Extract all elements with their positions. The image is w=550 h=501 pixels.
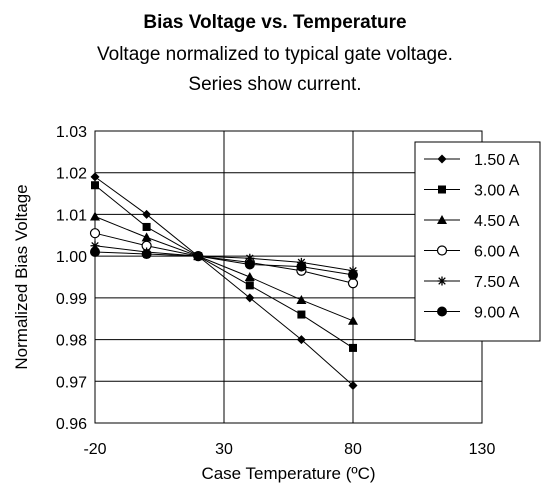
data-point-s1-0 xyxy=(90,172,100,182)
series-line-1 xyxy=(94,176,354,386)
series-line-3 xyxy=(94,216,354,322)
y-tick-label: 1.03 xyxy=(56,124,87,141)
data-point-s4-5 xyxy=(347,278,359,289)
y-tick-label: 0.98 xyxy=(56,333,87,350)
legend: 1.50 A 3.00 A 4.50 A 6.00 A 7.50 A 9.00 A xyxy=(414,141,541,342)
data-point-s3-5 xyxy=(348,315,358,325)
data-point-s3-3 xyxy=(244,272,255,281)
y-tick-label: 0.97 xyxy=(56,374,87,391)
data-point-s2-1 xyxy=(142,222,151,231)
data-point-s6-3 xyxy=(244,259,255,270)
data-point-s2-5 xyxy=(349,343,357,352)
x-axis-label: Case Temperature (ºC) xyxy=(201,464,375,483)
data-point-s6-1 xyxy=(141,249,152,260)
legend-box xyxy=(414,141,541,342)
y-axis-ticks: 0.96 0.97 0.98 0.99 1.00 1.01 1.02 1.03 xyxy=(56,124,87,433)
y-axis-label: Normalized Bias Voltage xyxy=(12,184,31,369)
series-line-2 xyxy=(94,184,354,349)
legend-label-3: 4.50 A xyxy=(474,213,520,230)
legend-marker-3 xyxy=(437,215,447,224)
data-point-s3-1 xyxy=(141,232,152,242)
chart-subtitle-line-2: Series show current. xyxy=(188,74,362,95)
legend-label-5: 7.50 A xyxy=(474,274,520,291)
series-markers xyxy=(89,172,359,390)
y-tick-label: 1.00 xyxy=(56,249,87,266)
y-tick-label: 1.02 xyxy=(56,166,87,183)
data-point-s2-3 xyxy=(245,281,254,290)
x-axis-ticks: -20 30 80 130 xyxy=(83,441,495,458)
y-tick-label: 1.01 xyxy=(56,207,87,224)
legend-marker-4 xyxy=(436,245,448,256)
data-point-s3-4 xyxy=(296,294,307,304)
data-point-s2-4 xyxy=(297,310,306,319)
legend-marker-5 xyxy=(437,276,447,286)
chart-subtitle-line-1: Voltage normalized to typical gate volta… xyxy=(97,44,453,65)
x-tick-label: 130 xyxy=(469,441,496,458)
y-tick-label: 0.99 xyxy=(56,291,87,308)
data-point-s6-5 xyxy=(348,269,358,280)
data-point-s2-0 xyxy=(91,181,99,190)
legend-label-6: 9.00 A xyxy=(474,305,520,322)
data-point-s3-0 xyxy=(90,211,100,221)
legend-marker-1 xyxy=(437,154,447,164)
data-point-s1-4 xyxy=(296,335,306,345)
data-point-s4-0 xyxy=(89,228,101,239)
series-line-4 xyxy=(94,232,354,284)
series-line-6 xyxy=(94,251,354,276)
data-point-s1-3 xyxy=(245,293,255,303)
y-tick-label: 0.96 xyxy=(56,416,87,433)
data-point-s6-4 xyxy=(296,261,307,272)
data-point-s1-5 xyxy=(348,380,358,390)
legend-label-1: 1.50 A xyxy=(474,152,520,169)
data-point-s6-2 xyxy=(193,251,204,262)
data-point-s5-0 xyxy=(90,241,100,251)
legend-marker-2 xyxy=(438,185,446,194)
data-point-s6-0 xyxy=(90,246,100,257)
data-point-s1-1 xyxy=(142,209,152,219)
data-point-s5-3 xyxy=(245,253,255,263)
legend-marker-6 xyxy=(437,306,447,317)
chart-title: Bias Voltage vs. Temperature xyxy=(143,12,407,33)
series-lines xyxy=(94,176,354,386)
legend-label-2: 3.00 A xyxy=(474,183,520,200)
x-tick-label: 80 xyxy=(344,441,362,458)
x-tick-label: 30 xyxy=(215,441,233,458)
chart-subtitle: Voltage normalized to typical gate volta… xyxy=(0,40,550,100)
legend-label-4: 6.00 A xyxy=(474,244,520,261)
x-tick-label: -20 xyxy=(83,441,106,458)
series-line-5 xyxy=(94,245,354,272)
